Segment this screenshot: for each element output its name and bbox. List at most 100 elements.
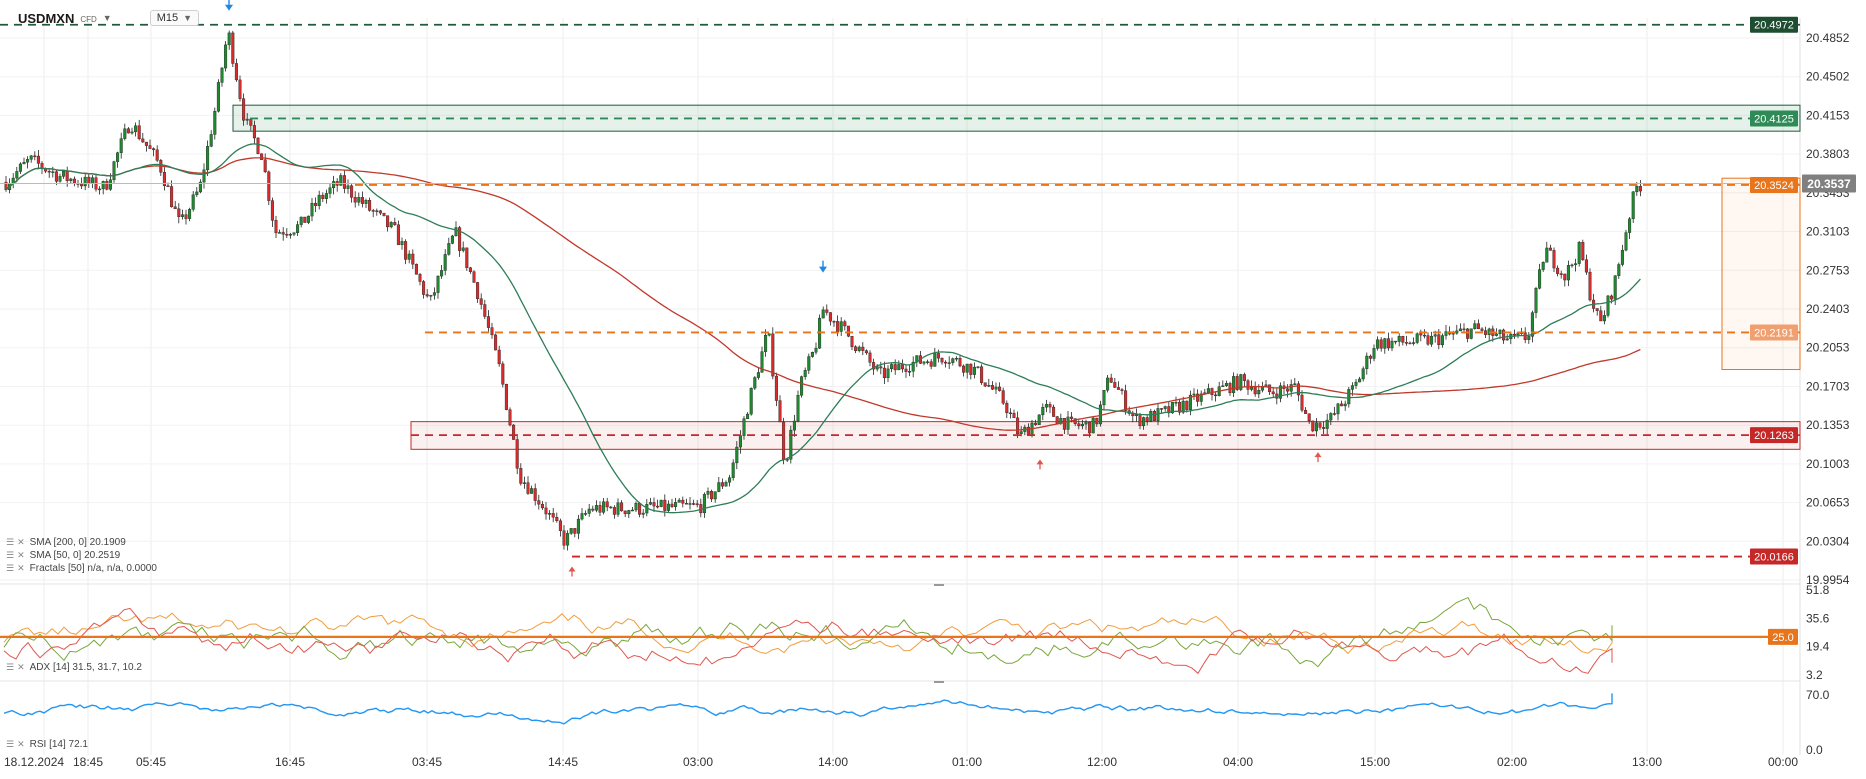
candle-body — [292, 232, 296, 235]
legend-sma50[interactable]: ☰ ✕ SMA [50, 0] 20.2519 — [6, 550, 120, 561]
candle-body — [450, 235, 454, 244]
candle-body — [839, 321, 843, 332]
list-icon[interactable]: ☰ — [6, 739, 15, 749]
candle-body — [1304, 409, 1308, 414]
candle-body — [544, 507, 548, 515]
candle-body — [332, 181, 336, 189]
candle-body — [1484, 330, 1488, 335]
candle-body — [569, 528, 573, 534]
candle-body — [1548, 247, 1552, 251]
candle-body — [278, 232, 282, 234]
candle-body — [720, 482, 724, 487]
candle-body — [386, 215, 390, 228]
candle-body — [1062, 418, 1066, 430]
candle-body — [116, 152, 120, 162]
price-badge-bg — [1750, 427, 1798, 444]
candle-body — [339, 175, 343, 186]
close-icon[interactable]: ✕ — [17, 550, 25, 560]
adx-plus-di-line — [3, 596, 1613, 668]
candle-body — [746, 413, 750, 419]
candle-body — [1332, 413, 1336, 415]
list-icon[interactable]: ☰ — [6, 662, 15, 672]
candle-body — [1412, 342, 1416, 344]
candle-body — [584, 513, 588, 515]
list-icon[interactable]: ☰ — [6, 550, 15, 560]
candle-body — [1152, 411, 1156, 421]
list-icon[interactable]: ☰ — [6, 563, 15, 573]
candle-body — [926, 361, 930, 363]
candle-body — [627, 510, 631, 515]
candle-body — [868, 352, 872, 363]
candle-body — [1383, 338, 1387, 349]
projection-zone — [1721, 177, 1801, 371]
candle-body — [87, 176, 91, 184]
candle-body — [249, 118, 253, 126]
candle-body — [324, 193, 328, 199]
candle-body — [1329, 413, 1333, 421]
price-badge-bg — [1750, 548, 1798, 565]
close-icon[interactable]: ✕ — [17, 739, 25, 749]
close-icon[interactable]: ✕ — [17, 563, 25, 573]
candle-body — [1386, 338, 1390, 349]
price-level-lines[interactable] — [0, 23, 1800, 558]
candle-body — [972, 366, 976, 375]
candle-body — [202, 169, 206, 183]
candle-body — [522, 482, 526, 484]
candle-body — [1314, 422, 1318, 432]
caret-down-icon[interactable]: ▼ — [102, 13, 112, 23]
candle-body — [51, 171, 55, 173]
candle-body — [191, 194, 195, 210]
price-panel[interactable] — [0, 0, 1801, 755]
candle-body — [47, 170, 51, 173]
list-icon[interactable]: ☰ — [6, 537, 15, 547]
time-tick-label: 18.12.2024 — [4, 755, 64, 769]
candle-body — [447, 243, 451, 255]
candle-body — [1368, 355, 1372, 359]
candle-body — [904, 368, 908, 372]
price-badge-label: 20.0166 — [1754, 552, 1794, 564]
candle-body — [1494, 333, 1498, 336]
symbol-label[interactable]: USDMXN — [18, 10, 75, 26]
close-icon[interactable]: ✕ — [17, 662, 25, 672]
legend-rsi[interactable]: ☰ ✕ RSI [14] 72.1 — [6, 739, 88, 750]
candle-body — [360, 197, 364, 204]
legend-sma200[interactable]: ☰ ✕ SMA [200, 0] 20.1909 — [6, 537, 126, 548]
candle-body — [648, 502, 652, 505]
candle-body — [389, 222, 393, 228]
candle-body — [944, 361, 948, 364]
candle-body — [1271, 391, 1275, 395]
candle-body — [1109, 377, 1113, 383]
candle-body — [803, 370, 807, 377]
candle-body — [620, 502, 624, 512]
time-axis[interactable]: 18.12.2024 18:45 05:45 16:45 03:45 14:45 03:00… — [4, 755, 1798, 769]
candle-body — [623, 510, 627, 515]
candle-body — [166, 185, 170, 188]
timeframe-selector[interactable]: M15 ▼ — [149, 10, 200, 26]
candle-body — [188, 209, 192, 219]
candle-body — [1581, 242, 1585, 260]
price-tick-label: 20.3803 — [1806, 147, 1850, 161]
rsi-panel[interactable] — [3, 693, 1613, 725]
candle-body — [1052, 406, 1056, 417]
candle-body — [476, 282, 480, 299]
rsi-line — [3, 693, 1613, 725]
legend-fractals[interactable]: ☰ ✕ Fractals [50] n/a, n/a, 0.0000 — [6, 563, 157, 574]
price-axis[interactable]: 20.485220.450220.415320.380320.345320.31… — [1806, 31, 1850, 757]
adx-tick-label: 51.8 — [1806, 583, 1830, 597]
candle-body — [98, 188, 102, 191]
price-tick-label: 20.4153 — [1806, 108, 1850, 122]
adx-panel[interactable] — [0, 596, 1768, 675]
candle-body — [1170, 402, 1174, 414]
candle-body — [987, 385, 991, 387]
candle-body — [33, 155, 37, 158]
close-icon[interactable]: ✕ — [17, 537, 25, 547]
candle-body — [101, 181, 105, 190]
adx-threshold-label: 25.0 — [1772, 632, 1793, 644]
instrument-type-label: CFD — [80, 15, 97, 24]
candle-body — [1476, 323, 1480, 330]
candle-body — [328, 187, 332, 194]
candle-body — [238, 79, 242, 99]
candle-body — [195, 191, 199, 195]
legend-adx[interactable]: ☰ ✕ ADX [14] 31.5, 31.7, 10.2 — [6, 662, 142, 673]
